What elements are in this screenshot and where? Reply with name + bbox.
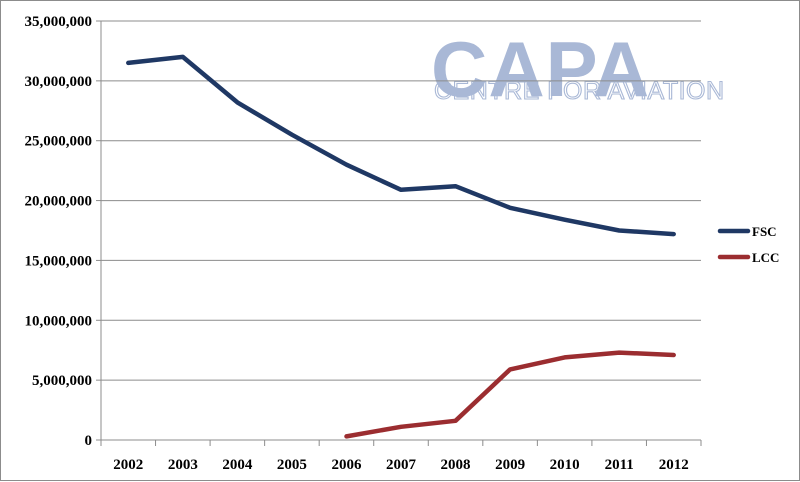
x-tick-label-2002: 2002	[113, 457, 143, 473]
axes	[96, 20, 702, 446]
series-lines	[126, 54, 676, 439]
x-tick-label-2004: 2004	[222, 457, 253, 473]
series-line-lcc	[344, 350, 676, 439]
x-tick-label-2007: 2007	[386, 457, 417, 473]
logo-main-text: CAPA	[431, 25, 650, 113]
x-tick-label-2006: 2006	[331, 457, 362, 473]
x-tick-label-2011: 2011	[605, 457, 634, 473]
legend: FSC LCC	[717, 224, 779, 265]
y-tick-label-1: 5,000,000	[32, 373, 92, 389]
y-tick-label-2: 10,000,000	[25, 313, 93, 329]
x-tick-label-2003: 2003	[168, 457, 198, 473]
gridlines	[101, 20, 701, 381]
series-line-fsc	[126, 54, 676, 237]
legend-label-lcc: LCC	[752, 250, 779, 265]
y-axis-tick-labels: 0 5,000,000 10,000,000 15,000,000 20,000,000…	[25, 14, 93, 449]
y-tick-label-4: 20,000,000	[25, 194, 93, 210]
x-tick-label-2010: 2010	[550, 457, 580, 473]
x-tick-label-2009: 2009	[495, 457, 525, 473]
capa-logo: CAPA CENTRE FOR AVIATION	[431, 25, 725, 113]
y-tick-label-5: 25,000,000	[25, 134, 93, 150]
y-tick-label-0: 0	[85, 433, 93, 449]
legend-label-fsc: FSC	[752, 224, 777, 239]
y-tick-label-3: 15,000,000	[25, 253, 93, 269]
x-axis-tick-labels: 2002 2003 2004 2005 2006 2007 2008 2009 2010 2011…	[113, 457, 688, 473]
y-tick-label-7: 35,000,000	[25, 14, 93, 30]
x-tick-label-2008: 2008	[441, 457, 471, 473]
y-tick-label-6: 30,000,000	[25, 74, 93, 90]
x-tick-label-2012: 2012	[659, 457, 689, 473]
x-tick-label-2005: 2005	[277, 457, 307, 473]
